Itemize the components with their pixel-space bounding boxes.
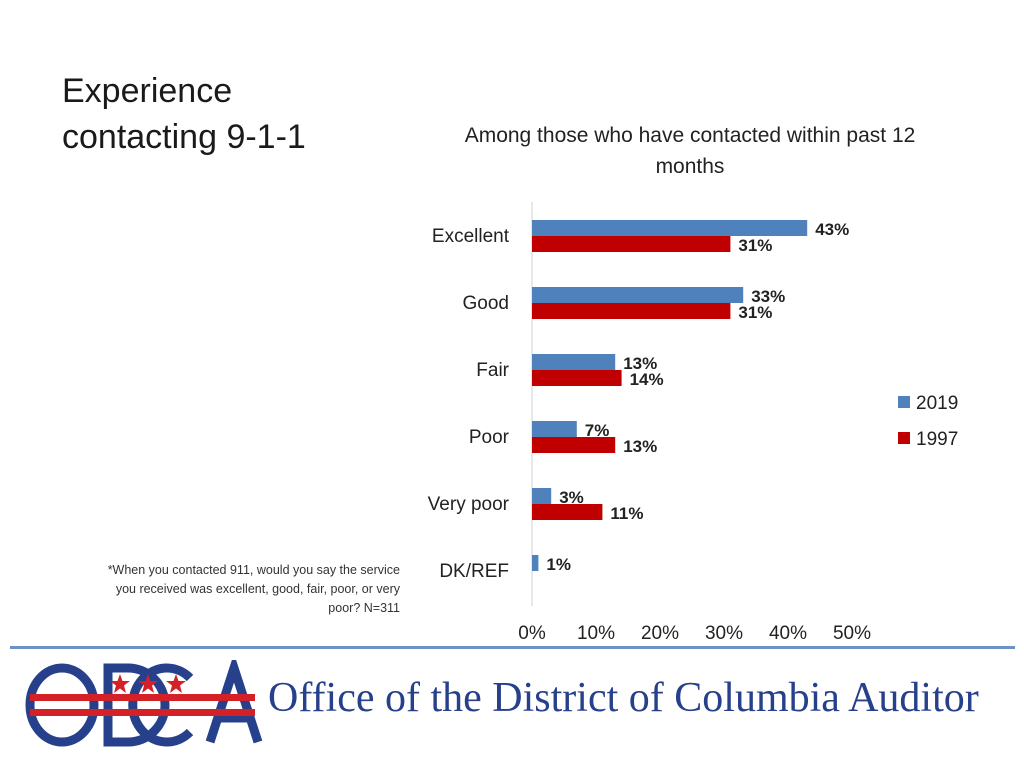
page-title: Experience contacting 9-1-1	[62, 72, 306, 156]
x-tick-label: 50%	[833, 623, 871, 644]
bar-2019-good	[532, 287, 744, 303]
data-label: 11%	[610, 504, 643, 523]
bar-1997-very-poor	[532, 504, 603, 520]
legend-label-1997: 1997	[916, 429, 958, 450]
bar-2019-poor	[532, 421, 577, 437]
org-name: Office of the District of Columbia Audit…	[268, 675, 979, 721]
bar-2019-fair	[532, 354, 616, 370]
x-tick-label: 40%	[769, 623, 807, 644]
data-label: 33%	[751, 287, 785, 306]
category-label: Very poor	[428, 494, 510, 515]
footer-divider	[10, 646, 1015, 649]
data-label: 1%	[546, 555, 571, 574]
legend-swatch-2019	[898, 396, 910, 408]
bar-1997-excellent	[532, 236, 731, 252]
legend-swatch-1997	[898, 432, 910, 444]
category-label: Good	[463, 293, 509, 314]
data-label: 31%	[738, 236, 772, 255]
survey-footnote: *When you contacted 911, would you say t…	[107, 563, 400, 615]
x-tick-label: 20%	[641, 623, 679, 644]
category-label: DK/REF	[439, 561, 509, 582]
data-label: 13%	[623, 437, 657, 456]
x-tick-label: 0%	[518, 623, 546, 644]
odca-logo	[25, 660, 263, 747]
bar-2019-dk-ref	[532, 555, 539, 571]
data-label: 14%	[630, 370, 664, 389]
data-label: 13%	[623, 354, 657, 373]
bar-2019-excellent	[532, 220, 808, 236]
x-tick-label: 30%	[705, 623, 743, 644]
bar-chart: Excellent 43%31%Good 33%31%Fair 13%14%Poor 7…	[428, 202, 958, 644]
legend-label-2019: 2019	[916, 393, 958, 414]
category-label: Fair	[476, 360, 509, 381]
bar-1997-good	[532, 303, 731, 319]
data-label: 43%	[815, 220, 849, 239]
bar-2019-very-poor	[532, 488, 552, 504]
chart-title: Among those who have contacted within pa…	[464, 124, 916, 178]
bar-1997-fair	[532, 370, 622, 386]
data-label: 31%	[738, 303, 772, 322]
category-label: Excellent	[432, 226, 510, 247]
data-label: 3%	[559, 488, 584, 507]
data-label: 7%	[585, 421, 610, 440]
x-tick-label: 10%	[577, 623, 615, 644]
bar-1997-poor	[532, 437, 616, 453]
category-label: Poor	[469, 427, 510, 448]
